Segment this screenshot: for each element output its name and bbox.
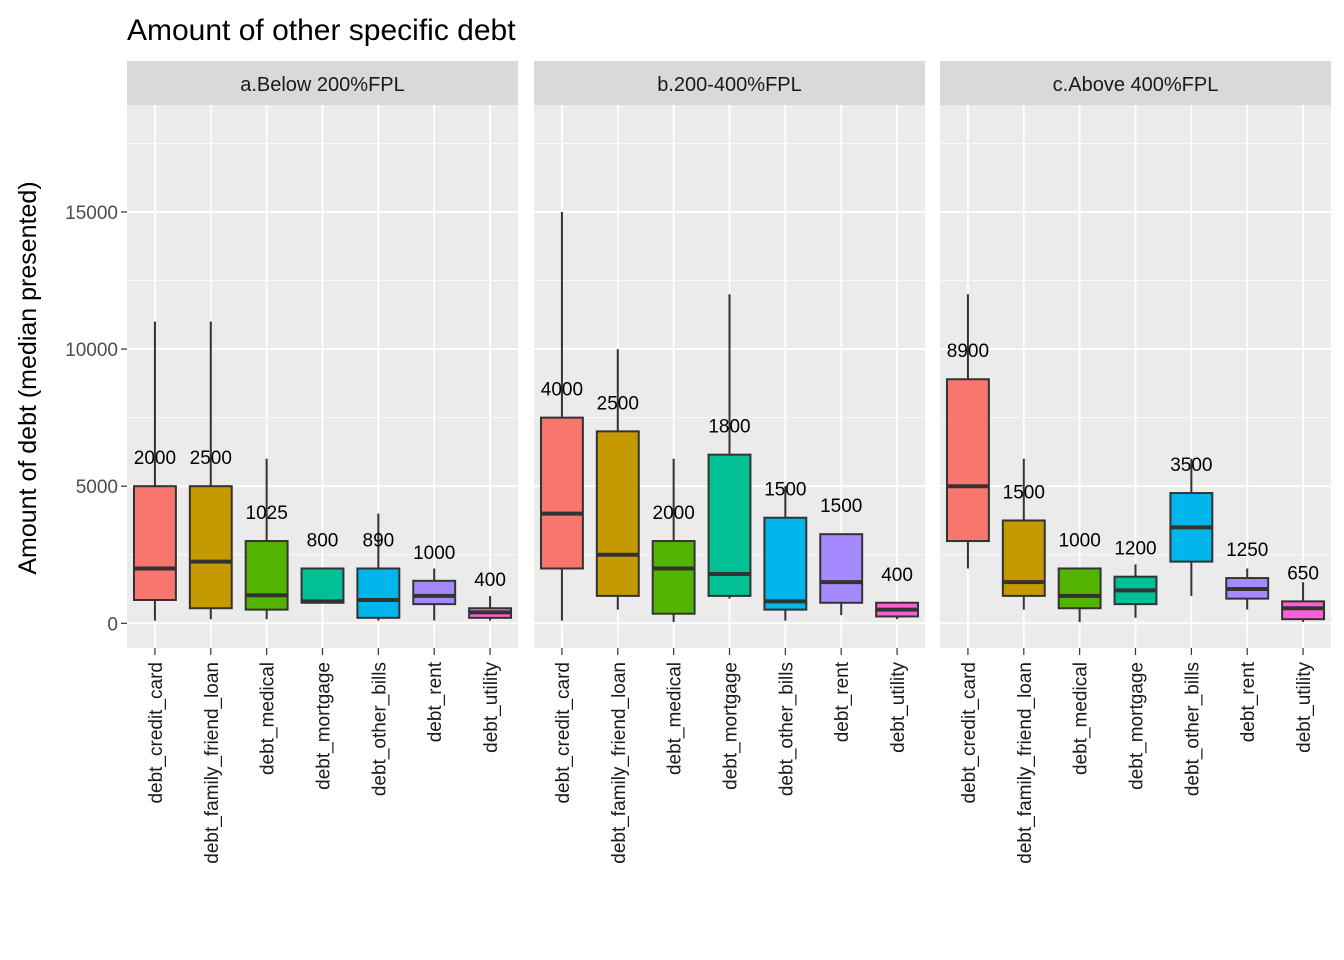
chart-title: Amount of other specific debt [127, 14, 516, 47]
box-debt_rent: 1500 [819, 496, 864, 616]
x-tick-label: debt_credit_card [146, 662, 167, 804]
facet-strip-label: c.Above 400%FPL [1053, 74, 1219, 96]
facet-panel: a.Below 200%FPL 2000 debt_credit_card 2500 d… [127, 61, 518, 864]
box-body [651, 540, 696, 615]
box-debt_utility: 400 [468, 570, 513, 621]
x-tick-label: debt_other_bills [1182, 662, 1203, 796]
data-label: 2500 [597, 393, 639, 414]
box-debt_other_bills: 1500 [763, 480, 808, 621]
plot-area: 0 5000 10000 15000 a.Below 200%FPL 2000 debt_c… [65, 61, 1331, 864]
x-tick-label: debt_utility [888, 662, 909, 753]
box-body [300, 567, 345, 604]
data-label: 1000 [413, 543, 455, 564]
x-tick-label: debt_family_friend_loan [1015, 662, 1036, 864]
box-body [244, 540, 289, 611]
box-body [188, 485, 233, 610]
x-tick-label: debt_medical [1071, 662, 1092, 775]
y-tick-label: 0 [107, 614, 118, 635]
x-tick-label: debt_credit_card [553, 662, 574, 804]
box-body [763, 516, 808, 611]
box-body [1281, 600, 1326, 621]
data-label: 400 [881, 565, 913, 586]
data-label: 1800 [708, 417, 750, 438]
box-debt_medical: 1000 [1057, 530, 1102, 622]
x-tick-label: debt_rent [1238, 661, 1259, 742]
data-label: 4000 [541, 380, 583, 401]
x-tick-label: debt_medical [258, 662, 279, 775]
facet-strip [127, 61, 518, 105]
y-tick-label: 10000 [65, 340, 118, 361]
y-axis-label: Amount of debt (median presented) [14, 181, 42, 574]
box-debt_family_friend_loan: 2500 [188, 321, 233, 620]
box-debt_mortgage: 1800 [707, 294, 752, 599]
x-tick-label: debt_utility [481, 662, 502, 753]
data-label: 2000 [653, 503, 695, 524]
facet-panel: c.Above 400%FPL 8900 debt_credit_card 1500 d… [940, 61, 1331, 864]
x-tick-label: debt_credit_card [959, 662, 980, 804]
box-debt_family_friend_loan: 2500 [595, 349, 640, 610]
box-debt_credit_card: 4000 [539, 211, 584, 621]
x-tick-label: debt_mortgage [314, 662, 335, 790]
data-label: 1500 [820, 496, 862, 517]
box-debt_medical: 1025 [244, 458, 289, 620]
data-label: 1250 [1226, 540, 1268, 561]
data-label: 650 [1287, 563, 1319, 584]
box-debt_mortgage: 800 [300, 530, 345, 604]
facet-strip [534, 61, 925, 105]
box-body [595, 430, 640, 597]
data-label: 1500 [1003, 482, 1045, 503]
box-body [356, 567, 401, 619]
box-debt_credit_card: 8900 [945, 294, 990, 569]
box-body [945, 378, 990, 543]
box-debt_medical: 2000 [651, 458, 696, 622]
data-label: 1025 [246, 503, 288, 524]
x-tick-label: debt_rent [425, 661, 446, 742]
box-debt_other_bills: 890 [356, 513, 401, 621]
box-body [539, 416, 584, 570]
data-label: 3500 [1170, 455, 1212, 476]
data-label: 2000 [134, 448, 176, 469]
box-body [412, 579, 457, 606]
data-label: 8900 [947, 341, 989, 362]
x-tick-label: debt_other_bills [776, 662, 797, 796]
y-tick-label: 5000 [76, 477, 118, 498]
facet-strip [940, 61, 1331, 105]
x-tick-label: debt_mortgage [721, 662, 742, 790]
box-debt_rent: 1250 [1225, 540, 1270, 610]
data-label: 1000 [1059, 530, 1101, 551]
data-label: 400 [474, 570, 506, 591]
facet-strip-label: b.200-400%FPL [657, 74, 802, 96]
x-tick-label: debt_family_friend_loan [202, 662, 223, 864]
x-tick-label: debt_medical [665, 662, 686, 775]
data-label: 800 [307, 530, 339, 551]
box-debt_credit_card: 2000 [132, 321, 177, 621]
box-body [132, 485, 177, 602]
box-debt_other_bills: 3500 [1169, 455, 1214, 596]
facet-strip-label: a.Below 200%FPL [240, 74, 405, 96]
box-debt_rent: 1000 [412, 543, 457, 621]
box-debt_utility: 650 [1281, 563, 1326, 622]
data-label: 1500 [764, 480, 806, 501]
box-debt_utility: 400 [875, 565, 920, 620]
x-tick-label: debt_mortgage [1127, 662, 1148, 790]
data-label: 1200 [1114, 539, 1156, 560]
x-tick-label: debt_utility [1294, 662, 1315, 753]
x-tick-label: debt_rent [832, 661, 853, 742]
x-tick-label: debt_family_friend_loan [609, 662, 630, 864]
data-label: 2500 [190, 448, 232, 469]
data-label: 890 [363, 530, 395, 551]
box-body [1057, 567, 1102, 610]
facet-panel: b.200-400%FPL 4000 debt_credit_card 2500 deb… [534, 61, 925, 864]
x-tick-label: debt_other_bills [369, 662, 390, 796]
box-debt_mortgage: 1200 [1113, 539, 1158, 618]
box-body [819, 533, 864, 604]
box-debt_family_friend_loan: 1500 [1001, 458, 1046, 610]
y-tick-label: 15000 [65, 203, 118, 224]
box-body [1001, 519, 1046, 597]
